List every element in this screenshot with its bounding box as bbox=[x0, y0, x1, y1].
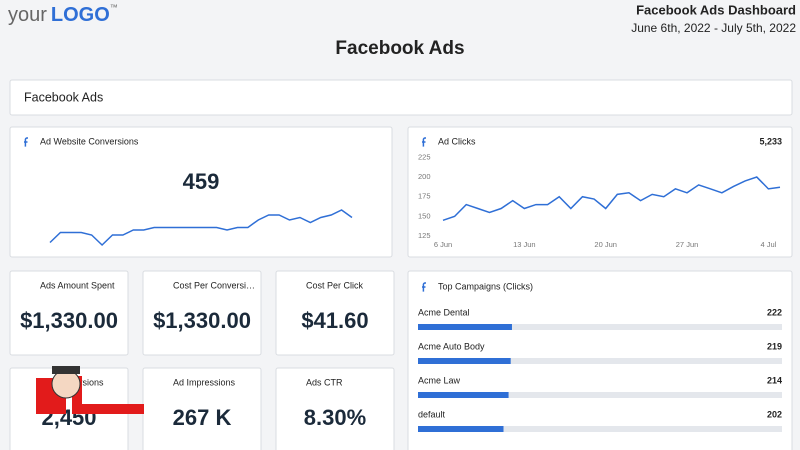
bar-value: 202 bbox=[767, 409, 782, 419]
facebook-icon bbox=[422, 137, 426, 147]
tile-label: Ads Amount Spent bbox=[40, 280, 115, 290]
bar-track bbox=[418, 358, 782, 364]
chart-layer: Ads Amount Spent $1,330.00 Cost Per Conver… bbox=[9, 152, 782, 450]
bar-track bbox=[418, 392, 782, 398]
card bbox=[407, 126, 793, 258]
bar-track bbox=[418, 426, 782, 432]
watermark-face bbox=[51, 369, 81, 399]
line bbox=[442, 176, 781, 222]
bar-label: Acme Dental bbox=[418, 307, 470, 317]
bar-value: 219 bbox=[767, 341, 782, 351]
card-title: Top Campaigns (Clicks) bbox=[438, 281, 533, 291]
logo-prefix: your bbox=[8, 4, 47, 26]
report-title: Facebook Ads Dashboard bbox=[636, 2, 796, 17]
section-title: Facebook Ads bbox=[24, 90, 103, 104]
y-tick-label: 200 bbox=[418, 172, 431, 181]
watermark bbox=[36, 366, 144, 414]
tile-label: Ad Impressions bbox=[173, 377, 236, 387]
date-range: June 6th, 2022 - July 5th, 2022 bbox=[631, 21, 796, 35]
tile-value: $1,330.00 bbox=[153, 308, 251, 333]
tile-value: $41.60 bbox=[301, 308, 368, 333]
bar-label: Acme Law bbox=[418, 375, 461, 385]
bar-label: default bbox=[418, 409, 446, 419]
bar bbox=[418, 324, 512, 330]
card bbox=[9, 126, 393, 258]
tile-label: Cost Per Conversi… bbox=[173, 280, 255, 290]
logo-mark: ™ bbox=[110, 3, 118, 12]
bar-value: 214 bbox=[767, 375, 782, 385]
tile-label: Cost Per Click bbox=[306, 280, 364, 290]
card-title: Ad Website Conversions bbox=[40, 136, 139, 146]
facebook-icon bbox=[422, 282, 426, 292]
y-tick-label: 175 bbox=[418, 192, 431, 201]
y-tick-label: 150 bbox=[418, 211, 431, 220]
bar-track bbox=[418, 324, 782, 330]
heading: Facebook Ads bbox=[335, 38, 464, 59]
tile-value: 267 K bbox=[173, 405, 232, 430]
x-tick-label: 20 Jun bbox=[594, 240, 617, 249]
tile-value: $1,330.00 bbox=[20, 308, 118, 333]
section-box bbox=[9, 79, 793, 116]
y-tick-label: 125 bbox=[418, 231, 431, 240]
facebook-icon bbox=[24, 137, 28, 147]
x-tick-label: 4 Jul bbox=[760, 240, 776, 249]
logo-text: LOGO bbox=[51, 4, 110, 26]
watermark-hat bbox=[52, 366, 80, 374]
y-tick-label: 225 bbox=[418, 152, 431, 161]
tile-value: 8.30% bbox=[304, 405, 366, 430]
bar-value: 222 bbox=[767, 307, 782, 317]
bar bbox=[418, 358, 511, 364]
x-tick-label: 27 Jun bbox=[676, 240, 699, 249]
card-title: Ad Clicks bbox=[438, 136, 476, 146]
tile bbox=[142, 270, 262, 356]
watermark-block bbox=[72, 376, 82, 414]
line bbox=[49, 209, 353, 247]
watermark-block bbox=[72, 404, 144, 414]
tile-label: Ads CTR bbox=[306, 377, 343, 387]
card-total: 459 bbox=[183, 169, 220, 194]
tile bbox=[9, 270, 129, 356]
bar bbox=[418, 392, 509, 398]
card-total: 5,233 bbox=[759, 136, 782, 146]
tile bbox=[275, 270, 395, 356]
logo: your LOGO™ bbox=[8, 3, 118, 26]
tile bbox=[275, 367, 395, 450]
bar bbox=[418, 426, 504, 432]
x-tick-label: 13 Jun bbox=[513, 240, 536, 249]
x-tick-label: 6 Jun bbox=[434, 240, 452, 249]
bar-label: Acme Auto Body bbox=[418, 341, 485, 351]
